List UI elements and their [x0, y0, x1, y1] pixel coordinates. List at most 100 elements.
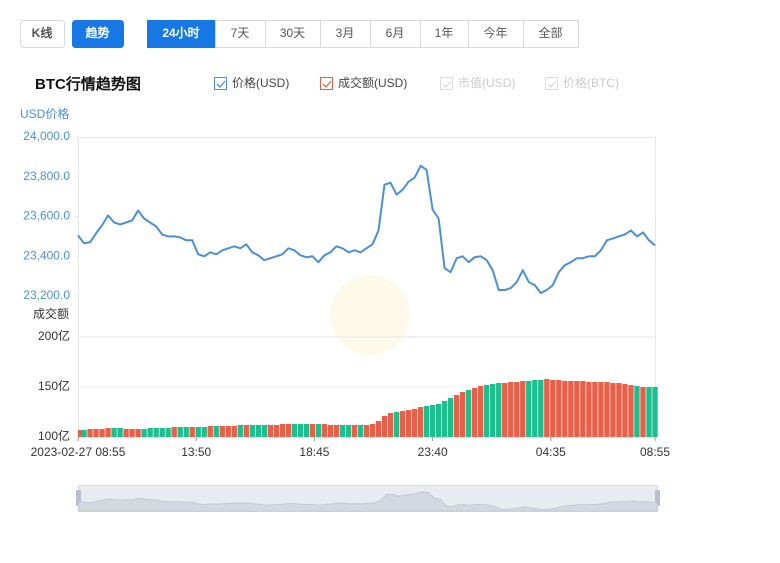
range-label: 24小时	[162, 25, 199, 40]
volume-bar	[610, 383, 616, 437]
volume-bar	[538, 380, 544, 437]
volume-bar	[472, 388, 478, 437]
volume-bar	[303, 424, 310, 437]
x-tick-label: 04:35	[536, 445, 566, 459]
volume-bar	[225, 426, 231, 437]
volume-bar	[652, 387, 658, 437]
range-button[interactable]	[468, 20, 524, 48]
volume-bar	[315, 424, 322, 437]
tab[interactable]	[20, 20, 65, 48]
y2-tick-label: 150亿	[38, 378, 70, 393]
y-tick-label: 23,600.0	[23, 209, 70, 223]
volume-bar	[291, 424, 298, 437]
volume-bar	[78, 430, 84, 437]
watermark	[330, 275, 410, 355]
volume-bar	[195, 427, 201, 437]
range-button[interactable]	[320, 20, 371, 48]
range-button[interactable]	[420, 20, 469, 48]
range-button[interactable]	[265, 20, 321, 48]
price-line	[77, 164, 656, 294]
volume-bar	[273, 425, 280, 437]
volume-bar	[417, 407, 424, 437]
volume-bar	[357, 425, 364, 437]
volume-bar	[574, 381, 580, 437]
volume-bar	[502, 383, 508, 437]
volume-bar	[646, 387, 652, 437]
range-button[interactable]	[147, 20, 216, 48]
x-tick-label: 13:50	[181, 445, 211, 459]
volume-bar	[81, 430, 87, 437]
volume-bar	[568, 381, 574, 437]
navigator-handle[interactable]	[655, 490, 660, 506]
legend-checkbox[interactable]	[545, 77, 558, 90]
y2-tick-label: 100亿	[38, 428, 70, 443]
volume-bar	[514, 382, 520, 437]
volume-bar	[622, 384, 628, 437]
volume-bar	[171, 427, 177, 437]
y2-axis-label: 成交额	[33, 306, 69, 321]
volume-bar	[207, 426, 213, 437]
chart-title: BTC行情趋势图	[35, 75, 141, 93]
volume-bar	[544, 379, 550, 437]
legend-checkbox[interactable]	[214, 77, 227, 90]
volume-bar	[532, 380, 538, 437]
volume-bar	[111, 428, 117, 437]
volume-bar	[447, 398, 454, 437]
x-tick-label: 2023-02-27 08:55	[31, 445, 126, 459]
volume-bar	[297, 424, 304, 437]
volume-bar	[237, 425, 243, 437]
volume-bar	[249, 425, 255, 437]
x-tick-label: 23:40	[418, 445, 448, 459]
range-label: 1年	[435, 26, 454, 40]
volume-bar	[261, 425, 267, 437]
volume-bar	[496, 383, 502, 437]
volume-bar	[628, 385, 634, 437]
range-button[interactable]	[370, 20, 421, 48]
tab-label: 趋势	[85, 25, 109, 40]
range-label: 3月	[336, 26, 355, 40]
volume-bar	[159, 428, 165, 437]
volume-bar	[520, 381, 526, 437]
volume-bar	[345, 425, 352, 437]
volume-bar	[466, 390, 472, 437]
volume-bar	[135, 429, 141, 437]
volume-bar	[586, 382, 592, 437]
volume-bar	[279, 424, 286, 437]
volume-bar	[369, 424, 376, 437]
volume-bar	[129, 429, 135, 437]
y2-tick-label: 200亿	[38, 328, 70, 343]
volume-bar	[423, 406, 430, 437]
volume-bar	[556, 380, 562, 437]
legend-check	[442, 80, 452, 88]
legend-label: 价格(BTC)	[563, 75, 619, 90]
x-tick-label: 08:55	[640, 445, 670, 459]
volume-bar	[285, 424, 292, 437]
volume-bar	[478, 386, 484, 437]
volume-bar	[213, 426, 219, 437]
volume-bar	[147, 428, 153, 437]
legend-check	[216, 80, 226, 88]
volume-bar	[363, 425, 370, 437]
volume-bar	[526, 381, 532, 437]
volume-bar	[453, 395, 460, 437]
navigator-area	[78, 491, 658, 512]
volume-bar	[333, 425, 340, 437]
y-tick-label: 24,000.0	[23, 129, 70, 143]
volume-bar	[267, 425, 274, 437]
legend-checkbox[interactable]	[440, 77, 453, 90]
volume-bar	[219, 426, 225, 437]
volume-bar	[327, 425, 334, 437]
legend-checkbox[interactable]	[320, 77, 333, 90]
range-button[interactable]	[523, 20, 579, 48]
volume-bar	[177, 427, 183, 437]
volume-bar	[105, 428, 111, 437]
volume-bar	[399, 411, 406, 437]
volume-bar	[604, 382, 610, 437]
volume-bar	[255, 425, 261, 437]
range-label: 今年	[483, 25, 507, 40]
volume-bar	[441, 401, 448, 437]
volume-bar	[459, 392, 466, 437]
y-axis-label: USD价格	[20, 106, 69, 121]
volume-bar	[123, 429, 129, 437]
tab[interactable]	[72, 20, 124, 48]
